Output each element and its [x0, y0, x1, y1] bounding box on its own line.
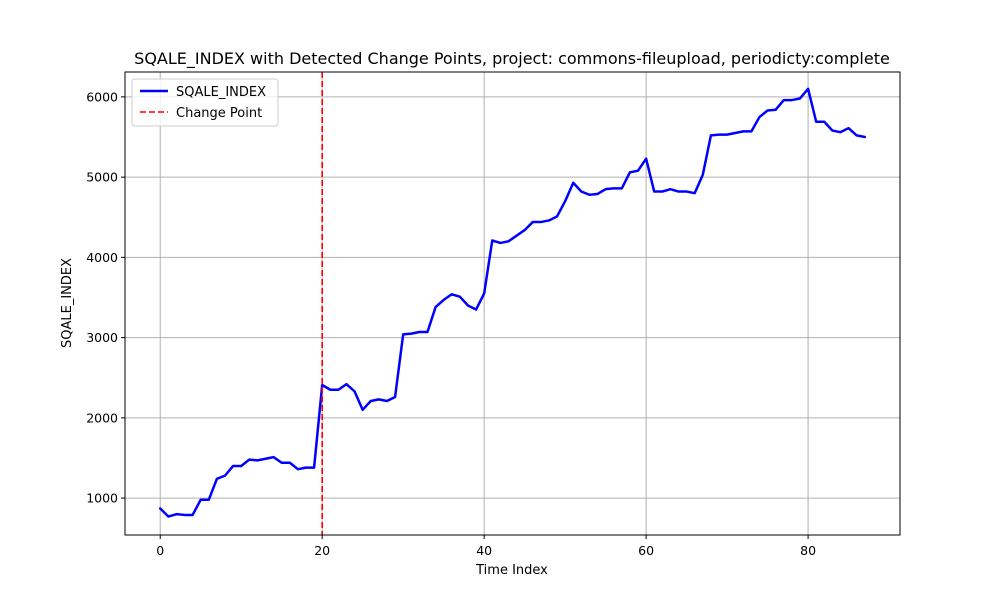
x-tick-label: 80 [800, 543, 816, 558]
x-tick-label: 20 [314, 543, 330, 558]
legend-label-change-point: Change Point [176, 106, 262, 121]
y-tick-label: 1000 [86, 491, 118, 506]
x-axis-label: Time Index [475, 563, 548, 578]
y-tick-label: 2000 [86, 410, 118, 425]
legend-label-sqale-index: SQALE_INDEX [176, 85, 266, 100]
x-axis: 0 20 40 60 80 [156, 535, 816, 558]
y-axis-label: SQALE_INDEX [60, 258, 75, 348]
y-tick-label: 5000 [86, 170, 118, 185]
x-tick-label: 60 [638, 543, 654, 558]
legend-box [131, 78, 279, 127]
plot-area-frame [124, 71, 901, 536]
chart-title: SQALE_INDEX with Detected Change Points,… [134, 49, 890, 69]
x-tick-label: 0 [156, 543, 164, 558]
series-layer [158, 72, 867, 535]
y-tick-label: 4000 [86, 250, 118, 265]
legend: SQALE_INDEX Change Point [131, 78, 279, 127]
y-axis: 1000 2000 3000 4000 5000 6000 [86, 89, 125, 506]
series-line-sqale-index [158, 87, 867, 518]
x-tick-label: 40 [476, 543, 492, 558]
y-tick-label: 3000 [86, 330, 118, 345]
y-tick-label: 6000 [86, 89, 118, 104]
